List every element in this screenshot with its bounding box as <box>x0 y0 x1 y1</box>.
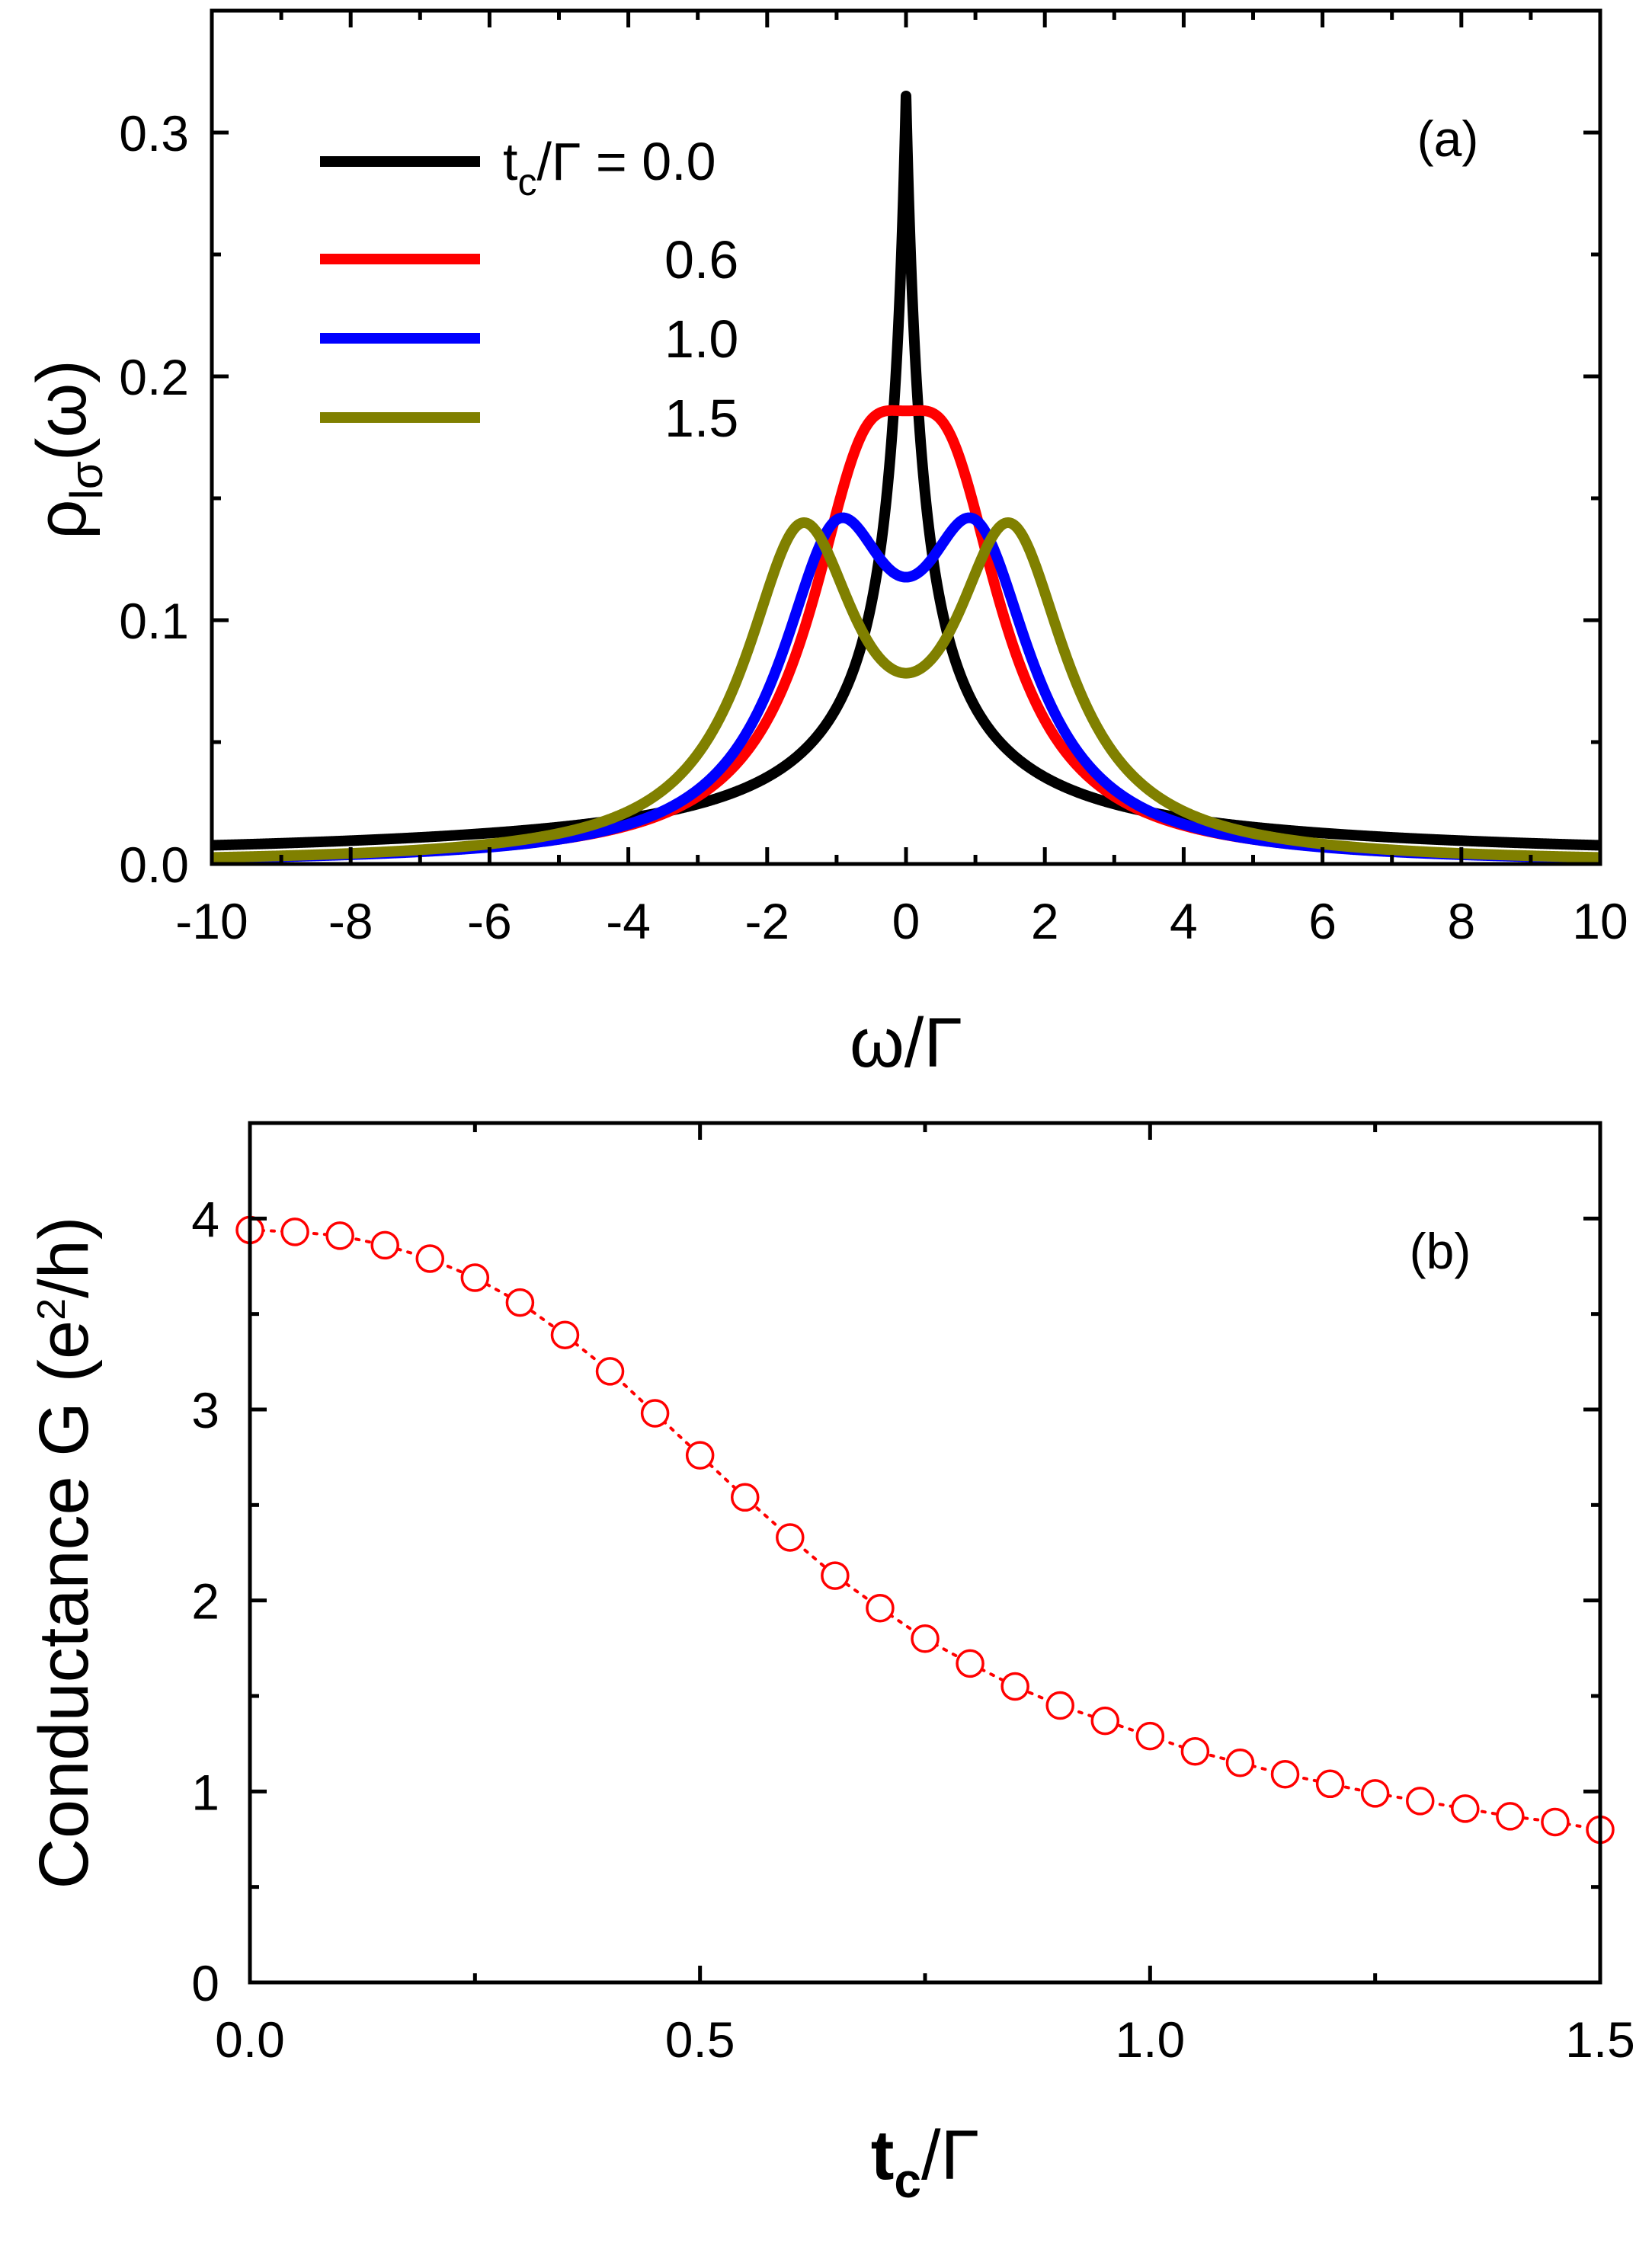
b-data-point <box>821 1561 850 1590</box>
b-data-point <box>1090 1706 1120 1736</box>
b-data-point <box>370 1230 399 1260</box>
b-data-point <box>1180 1736 1210 1766</box>
panel-a: -10 -8 -6 -4 -2 0 2 4 6 8 10 0.00.10.20.3 (a) ω/Γ … <box>23 8 1628 1082</box>
a-legend: tc/Γ = 0.0 0.6 1.0 1.5 <box>320 132 738 448</box>
a-x-tick-label: -4 <box>606 893 651 949</box>
b-y-axis-label-sup: 2 <box>30 1298 74 1320</box>
series-line-3 <box>206 517 1606 863</box>
b-x-tick-label: 0.0 <box>215 2011 285 2068</box>
b-data-point <box>595 1357 625 1386</box>
b-data-point <box>1360 1779 1390 1808</box>
a-x-tick-labels: -10 -8 -6 -4 -2 0 2 4 6 8 10 <box>175 893 1628 949</box>
b-x-tick-labels: 0.0 0.5 1.0 1.5 <box>215 2011 1635 2068</box>
panel-b-frame <box>248 1121 1602 1985</box>
a-y-tick-labels: 0.0 0.1 0.2 0.3 <box>119 105 189 893</box>
b-data-point <box>685 1441 715 1470</box>
b-y-axis-label-text: Conductance G (e <box>25 1320 103 1889</box>
b-data-point <box>866 1593 895 1623</box>
b-data-point <box>280 1217 309 1246</box>
a-x-tick-label: -8 <box>328 893 373 949</box>
b-y-tick-label: 3 <box>191 1382 219 1438</box>
a-x-tick-label: 6 <box>1308 893 1337 949</box>
b-data-point <box>1045 1691 1074 1720</box>
b-data-point <box>1496 1802 1525 1831</box>
legend-title-prefix: t <box>503 132 517 191</box>
b-data-point <box>1135 1721 1165 1751</box>
series-line-0 <box>206 91 1606 851</box>
a-y-axis-label-rest: (ω) <box>23 360 101 461</box>
b-data-point <box>1405 1787 1435 1816</box>
b-data-point <box>415 1244 445 1273</box>
b-data-point <box>956 1649 984 1678</box>
panel-a-label: (a) <box>1417 110 1479 167</box>
b-y-axis-label: Conductance G (e2/h) <box>25 1217 103 1889</box>
panel-b: 0.0 0.5 1.0 1.5 0 1 2 3 4 (b) tc/Γ Conductance … <box>25 1121 1635 2208</box>
a-x-axis-label: ω/Γ <box>850 1004 962 1082</box>
b-ticks <box>248 1123 1602 1985</box>
a-x-tick-label: 2 <box>1031 893 1059 949</box>
b-y-axis-label-rest: /h) <box>25 1217 103 1298</box>
b-data-point <box>911 1624 940 1653</box>
b-data-point <box>1541 1807 1570 1837</box>
legend-label-0: 0.0 <box>642 132 716 191</box>
series-line-1 <box>206 405 1606 863</box>
legend-title-sub: c <box>517 161 536 203</box>
a-y-tick-label: 0.0 <box>119 837 189 893</box>
a-x-tick-label: -2 <box>744 893 789 949</box>
b-data-point <box>1000 1672 1029 1701</box>
a-x-tick-label: 0 <box>892 893 920 949</box>
a-x-tick-label: -10 <box>175 893 248 949</box>
b-data-point <box>505 1288 535 1317</box>
legend-label-3: 1.5 <box>664 389 738 448</box>
b-data-point <box>640 1399 670 1428</box>
b-connecting-line <box>248 1228 1602 1832</box>
a-y-tick-label: 0.1 <box>119 593 189 649</box>
b-x-axis-label-sub: c <box>894 2153 921 2208</box>
b-points <box>235 1215 1615 1845</box>
b-x-axis-label-base: t <box>871 2117 895 2194</box>
b-data-point <box>1315 1769 1345 1799</box>
b-dotted-line <box>248 1228 1602 1832</box>
b-x-tick-label: 0.5 <box>665 2011 735 2068</box>
a-x-tick-label: -6 <box>467 893 512 949</box>
a-y-axis-label-base: ρ <box>23 500 101 539</box>
b-data-point <box>1225 1748 1255 1777</box>
b-x-tick-label: 1.5 <box>1565 2011 1635 2068</box>
legend-label-1: 0.6 <box>664 230 738 290</box>
a-x-tick-label: 10 <box>1572 893 1628 949</box>
series-line-2 <box>206 512 1606 864</box>
a-x-tick-label: 4 <box>1170 893 1198 949</box>
b-data-point <box>1270 1760 1300 1789</box>
b-data-point <box>460 1263 490 1292</box>
a-y-tick-label: 0.2 <box>119 349 189 405</box>
a-y-axis-label: ρlσ(ω) <box>23 360 112 539</box>
b-y-tick-labels: 0 1 2 3 4 <box>191 1191 219 2011</box>
panel-b-label: (b) <box>1410 1223 1471 1279</box>
b-data-point <box>550 1320 580 1349</box>
b-data-point <box>776 1523 805 1552</box>
b-x-axis-label-rest: /Γ <box>921 2117 979 2194</box>
b-data-point <box>730 1483 760 1512</box>
b-data-point <box>325 1221 354 1250</box>
a-curves <box>206 91 1606 864</box>
a-y-axis-label-sub: lσ <box>61 461 112 499</box>
b-y-tick-label: 2 <box>191 1573 219 1630</box>
a-x-tick-label: 8 <box>1447 893 1475 949</box>
a-ticks <box>210 11 1602 866</box>
b-data-point <box>1451 1794 1480 1823</box>
b-x-axis-label: tc/Γ <box>871 2117 979 2208</box>
legend-label-2: 1.0 <box>664 309 738 369</box>
legend-title: tc/Γ = 0.0 <box>503 132 716 203</box>
legend-title-suffix: /Γ = <box>536 132 642 191</box>
b-x-tick-label: 1.0 <box>1115 2011 1185 2068</box>
b-y-tick-label: 1 <box>191 1764 219 1820</box>
a-y-tick-label: 0.3 <box>119 105 189 162</box>
b-y-tick-label: 4 <box>191 1191 219 1247</box>
b-y-tick-label: 0 <box>191 1955 219 2011</box>
